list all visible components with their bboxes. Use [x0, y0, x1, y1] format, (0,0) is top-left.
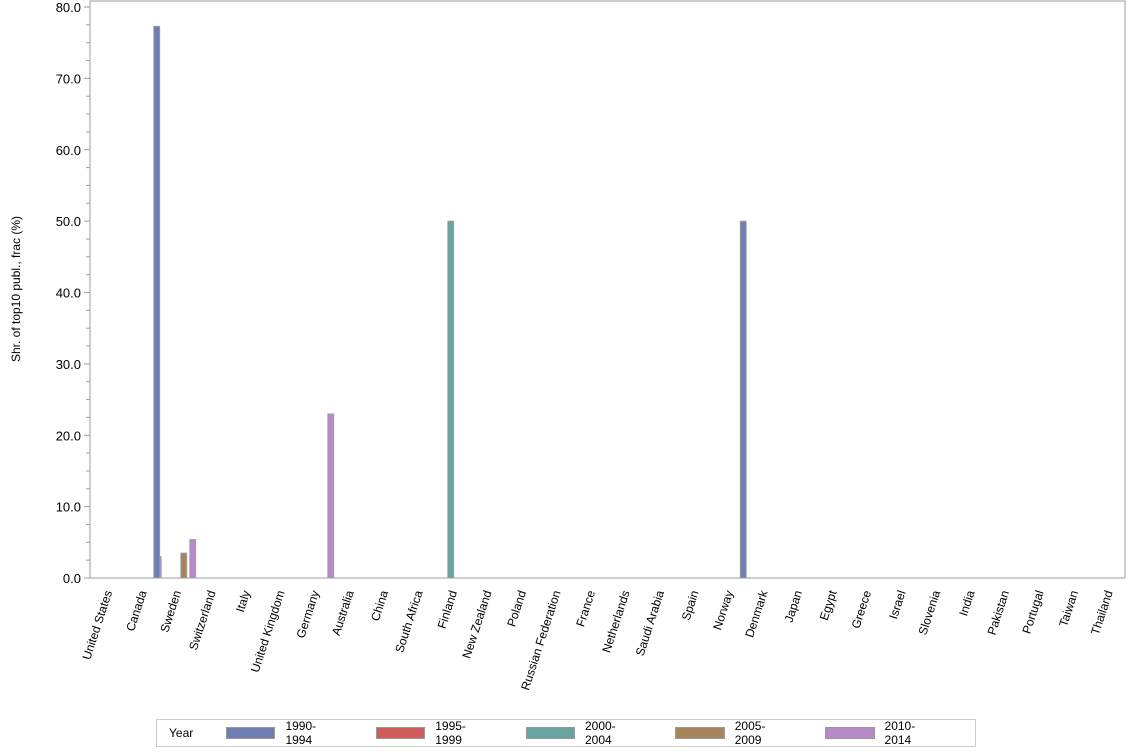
x-tick-label: Australia	[329, 588, 357, 637]
y-tick-label: 10.0	[56, 500, 81, 515]
x-axis: United States Canada Sweden Switzerland Ital…	[80, 588, 1116, 692]
x-tick-label: Israel	[886, 589, 908, 621]
legend-swatch	[375, 727, 426, 739]
legend-title: Year	[169, 726, 194, 740]
plot-frame	[89, 0, 1126, 579]
legend-item-1995-1999: 1995-1999	[375, 719, 492, 747]
y-tick-label: 80.0	[56, 0, 81, 15]
bar	[327, 413, 335, 579]
legend-swatch	[675, 727, 725, 739]
x-tick-label: Portugal	[1019, 589, 1046, 636]
x-tick-label: Saudi Arabia	[633, 588, 667, 657]
y-tick-label: 20.0	[56, 428, 81, 443]
x-tick-label: Italy	[233, 589, 253, 614]
bar-chart: 0.0 10.0 20.0 30.0 40.0 50.0 60.0 70.0 80.0 Unit…	[9, 0, 1126, 692]
x-tick-label: South Africa	[392, 588, 425, 654]
legend-label: 1990-1994	[285, 719, 317, 747]
legend-item-2010-2014: 2010-2014	[825, 719, 941, 747]
bar	[189, 539, 197, 579]
y-axis: 0.0 10.0 20.0 30.0 40.0 50.0 60.0 70.0 80.0	[56, 0, 90, 586]
y-tick-label: 30.0	[56, 357, 81, 372]
legend-label: 2005-2009	[734, 719, 766, 747]
y-tick-label: 60.0	[56, 143, 81, 158]
x-tick-label: Sweden	[157, 589, 184, 635]
x-tick-label: India	[956, 588, 977, 617]
bar	[739, 220, 747, 579]
x-tick-label: Pakistan	[985, 589, 1013, 637]
x-tick-label: Thailand	[1088, 589, 1116, 637]
legend-item-2000-2004: 2000-2004	[525, 719, 642, 747]
x-tick-label: United States	[80, 589, 116, 662]
x-tick-label: United Kingdom	[248, 589, 288, 675]
legend: Year 1990-1994 1995-1999 2000-2004 2005-…	[156, 719, 976, 747]
x-tick-label: Finland	[435, 589, 460, 631]
x-tick-label: Netherlands	[599, 589, 632, 655]
legend-swatch	[825, 727, 875, 739]
bar	[180, 552, 188, 579]
y-tick-label: 40.0	[56, 286, 81, 301]
x-tick-label: New Zealand	[459, 589, 494, 661]
y-tick-label: 0.0	[63, 571, 81, 586]
x-tick-label: Japan	[782, 589, 805, 624]
legend-label: 1995-1999	[435, 719, 466, 747]
x-tick-label: Slovenia	[916, 588, 944, 636]
legend-label: 2010-2014	[884, 719, 916, 747]
x-tick-label: Denmark	[742, 588, 771, 640]
legend-label: 2000-2004	[584, 719, 616, 747]
x-tick-label: Egypt	[817, 588, 840, 622]
x-tick-label: Germany	[294, 589, 323, 640]
bar	[447, 220, 455, 579]
x-tick-label: China	[368, 588, 391, 622]
legend-item-2005-2009: 2005-2009	[675, 719, 791, 747]
x-tick-label: Canada	[123, 588, 149, 633]
y-tick-label: 70.0	[56, 71, 81, 86]
x-tick-label: Norway	[710, 589, 736, 632]
x-tick-label: Poland	[504, 589, 529, 629]
y-tick-label: 50.0	[56, 214, 81, 229]
bars	[153, 25, 747, 579]
legend-swatch	[525, 727, 575, 739]
legend-item-1990-1994: 1990-1994	[226, 719, 342, 747]
bar	[153, 25, 161, 579]
x-tick-label: Switzerland	[186, 589, 218, 652]
x-tick-label: Spain	[679, 589, 702, 623]
x-tick-label: Taiwan	[1056, 589, 1081, 629]
x-tick-label: France	[573, 588, 598, 628]
y-axis-title: Shr. of top10 publ., frac (%)	[9, 216, 23, 362]
x-tick-label: Greece	[849, 588, 875, 630]
legend-swatch	[226, 727, 276, 739]
